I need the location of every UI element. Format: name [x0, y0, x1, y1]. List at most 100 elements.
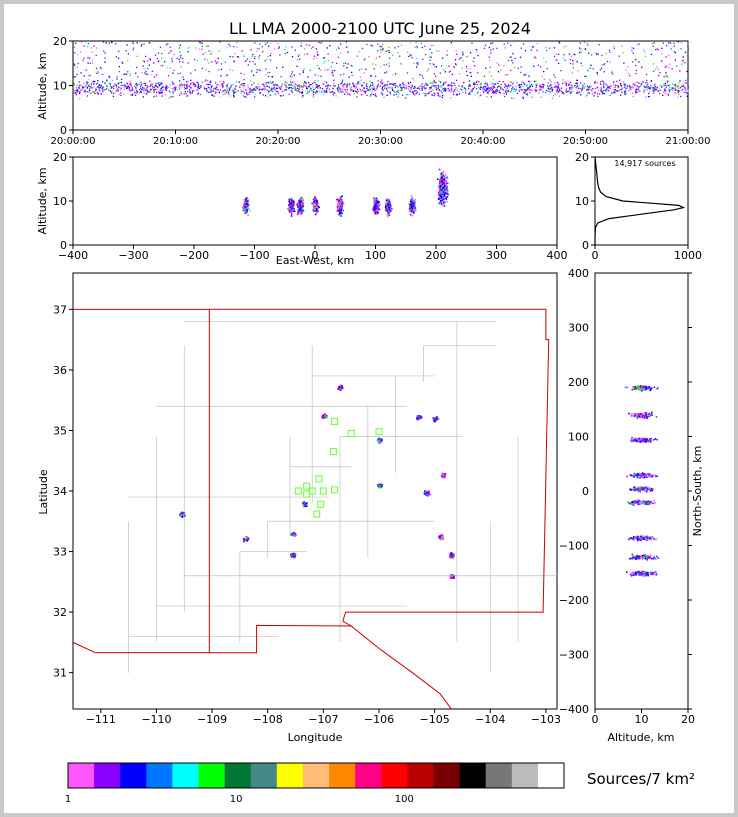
altitude-time-source [180, 86, 182, 88]
altitude-time-source [509, 56, 511, 58]
eastwest-source [439, 188, 442, 191]
altitude-time-source [326, 47, 328, 49]
altitude-time-source [601, 67, 603, 70]
altitude-time-source [589, 87, 591, 89]
altitude-time-source [675, 84, 677, 86]
altitude-time-source [631, 86, 634, 88]
altitude-time-source [123, 89, 125, 91]
northsouth-source [637, 388, 640, 391]
altitude-time-source [496, 88, 498, 90]
altitude-time-source [565, 82, 568, 85]
altitude-time-source [205, 79, 207, 81]
altitude-time-source [664, 89, 666, 91]
plan-view-source [439, 535, 441, 538]
altitude-time-source [269, 88, 272, 90]
altitude-time-source [569, 92, 571, 94]
altitude-time-source [199, 42, 201, 44]
altitude-time-source [541, 75, 543, 77]
altitude-time-source [516, 81, 518, 84]
altitude-time-source [420, 85, 422, 87]
eastwest-source [291, 207, 293, 210]
altitude-time-source [159, 92, 161, 94]
altitude-time-source [273, 48, 276, 50]
altitude-time-source [395, 85, 397, 87]
eastwest-source [387, 198, 389, 201]
altitude-time-source [78, 98, 81, 100]
northsouth-source [633, 413, 636, 415]
altitude-time-source [83, 45, 85, 47]
altitude-time-source [381, 88, 383, 90]
altitude-time-source [274, 89, 276, 91]
eastwest-source [446, 186, 448, 189]
altitude-time-source [574, 54, 576, 56]
altitude-time-source [141, 72, 143, 74]
altitude-time-source [295, 83, 297, 86]
altitude-time-source [454, 90, 456, 92]
plan-view-source [378, 486, 381, 489]
altitude-time-source [198, 48, 201, 50]
altitude-time-source [626, 85, 628, 87]
altitude-time-source [526, 84, 528, 86]
northsouth-source [643, 473, 645, 475]
altitude-time-source [488, 87, 491, 89]
altitude-time-source [218, 50, 220, 52]
altitude-time-source [337, 46, 340, 48]
altitude-time-source [363, 72, 365, 74]
northsouth-source [643, 415, 646, 418]
altitude-time-source [624, 93, 626, 96]
northsouth-source [651, 411, 653, 414]
altitude-time-source [120, 84, 122, 87]
altitude-time-source [290, 87, 292, 89]
altitude-time-source [113, 85, 115, 88]
altitude-time-source [398, 93, 400, 95]
altitude-time-source [87, 83, 89, 86]
altitude-time-source [97, 82, 99, 84]
state-border-arizona-south [73, 641, 210, 654]
altitude-time-source [99, 87, 101, 89]
eastwest-source [375, 197, 378, 200]
altitude-time-source [316, 51, 318, 53]
eastwest-x-tick-label: 300 [486, 249, 507, 262]
altitude-time-source [596, 82, 599, 84]
altitude-time-source [309, 69, 311, 71]
altitude-time-source [157, 60, 159, 63]
altitude-time-source [628, 84, 631, 87]
altitude-time-source [475, 88, 478, 90]
altitude-time-source [178, 88, 181, 90]
altitude-time-source [580, 51, 582, 53]
altitude-time-source [189, 86, 192, 89]
altitude-time-source [208, 91, 210, 93]
eastwest-source [300, 203, 303, 206]
altitude-time-source [318, 67, 320, 70]
altitude-time-source [307, 92, 309, 94]
eastwest-source [413, 204, 415, 207]
altitude-time-source [529, 86, 531, 88]
altitude-time-source [253, 55, 255, 58]
altitude-time-source [646, 83, 649, 85]
plan-view-x-tick-label: −111 [86, 713, 116, 726]
altitude-time-source [504, 47, 506, 49]
altitude-time-source [158, 91, 160, 93]
altitude-time-source [549, 88, 551, 90]
altitude-time-source [557, 82, 559, 84]
altitude-time-source [502, 88, 504, 91]
altitude-time-source [444, 82, 446, 84]
altitude-time-source [485, 86, 487, 88]
plan-view-x-tick-label: −108 [253, 713, 283, 726]
altitude-time-source [507, 42, 509, 44]
eastwest-source [440, 177, 443, 180]
altitude-time-source [246, 58, 248, 60]
altitude-time-source [210, 87, 212, 89]
altitude-time-source [635, 58, 637, 60]
altitude-time-source [408, 55, 410, 57]
altitude-time-source [265, 82, 268, 84]
altitude-time-source [126, 87, 128, 90]
altitude-time-source [578, 91, 580, 94]
altitude-time-source [632, 83, 634, 85]
altitude-time-source [258, 88, 260, 90]
altitude-time-source [614, 86, 616, 88]
altitude-time-source [411, 84, 413, 86]
altitude-time-source [347, 63, 349, 65]
altitude-time-source [471, 90, 474, 92]
altitude-time-source [206, 83, 208, 86]
